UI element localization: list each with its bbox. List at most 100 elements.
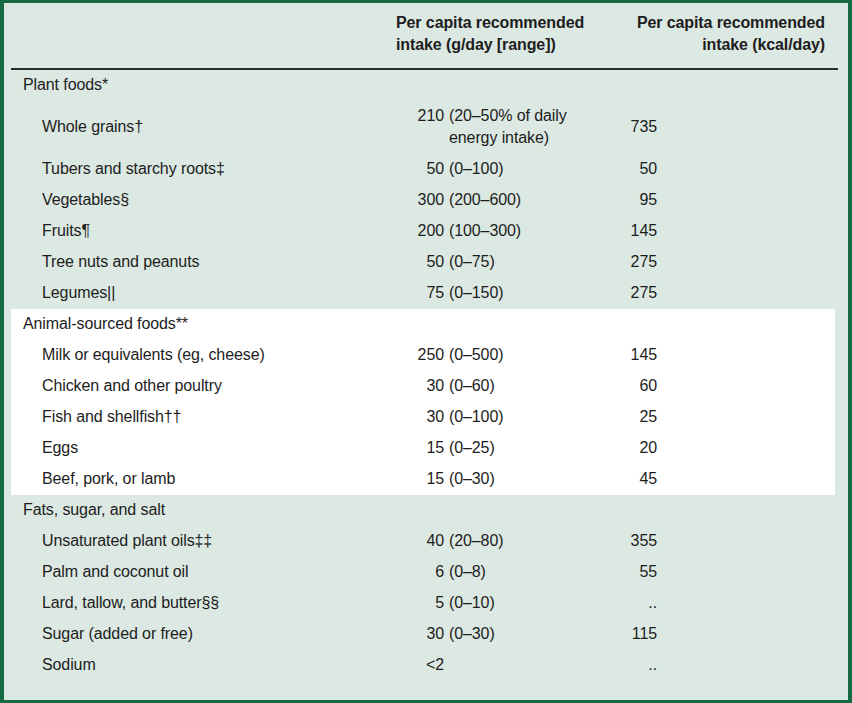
kcal-value: 275 bbox=[587, 251, 657, 273]
kcal-value: 20 bbox=[587, 437, 657, 459]
table-section: Fats, sugar, and salt Unsaturated plant … bbox=[11, 495, 835, 681]
gday-amount: 50 bbox=[397, 251, 444, 273]
gday-amount: 5 bbox=[397, 592, 444, 614]
kcal-value: 355 bbox=[587, 530, 657, 552]
gday-range: (0–150) bbox=[449, 282, 503, 304]
gday-value-cell: 15 (0–30) bbox=[397, 468, 587, 490]
gday-range: (0–500) bbox=[449, 344, 503, 366]
food-item-label: Tree nuts and peanuts bbox=[11, 251, 397, 273]
gday-value-cell: 30 (0–60) bbox=[397, 375, 587, 397]
gday-value-cell: 50 (0–75) bbox=[397, 251, 587, 273]
gday-value-cell: 210 (20–50% of daily energy intake) bbox=[397, 105, 587, 149]
section-title-row: Plant foods* bbox=[11, 70, 835, 101]
gday-amount: 300 bbox=[397, 189, 444, 211]
gday-range: (0–100) bbox=[449, 406, 503, 428]
table-row: Chicken and other poultry 30 (0–60) 60 bbox=[11, 371, 835, 402]
food-item-label: Sugar (added or free) bbox=[11, 623, 397, 645]
section-title-row: Fats, sugar, and salt bbox=[11, 495, 835, 526]
table-section: Plant foods* Whole grains† 210 (20–50% o… bbox=[11, 70, 835, 309]
table-header: Per capita recommended intake (g/day [ra… bbox=[4, 3, 848, 68]
gday-amount: 30 bbox=[397, 375, 444, 397]
gday-range: (0–25) bbox=[449, 437, 495, 459]
gday-value-cell: 30 (0–30) bbox=[397, 623, 587, 645]
gday-amount: 15 bbox=[397, 468, 444, 490]
food-item-label: Vegetables§ bbox=[11, 189, 397, 211]
gday-range: (20–50% of daily energy intake) bbox=[449, 105, 579, 149]
gday-range: (100–300) bbox=[449, 220, 521, 242]
table-row: Fish and shellfish†† 30 (0–100) 25 bbox=[11, 402, 835, 433]
gday-range: (0–75) bbox=[449, 251, 495, 273]
gday-value-cell: 40 (20–80) bbox=[397, 530, 587, 552]
gday-range: (0–30) bbox=[449, 468, 495, 490]
gday-range: (0–30) bbox=[449, 623, 495, 645]
gday-value-cell: 30 (0–100) bbox=[397, 406, 587, 428]
gday-value-cell: <2 bbox=[397, 654, 587, 676]
gday-range: (0–10) bbox=[449, 592, 495, 614]
table-row: Palm and coconut oil 6 (0–8) 55 bbox=[11, 557, 835, 588]
food-item-label: Palm and coconut oil bbox=[11, 561, 397, 583]
gday-value-cell: 200 (100–300) bbox=[397, 220, 587, 242]
food-item-label: Fish and shellfish†† bbox=[11, 406, 397, 428]
table-row: Eggs 15 (0–25) 20 bbox=[11, 433, 835, 464]
kcal-value: .. bbox=[587, 654, 657, 676]
gday-range: (0–100) bbox=[449, 158, 503, 180]
section-rows: Whole grains† 210 (20–50% of daily energ… bbox=[11, 101, 835, 309]
column-header-kcal: Per capita recommended intake (kcal/day) bbox=[620, 12, 825, 56]
gday-amount: <2 bbox=[397, 654, 444, 676]
kcal-value: 145 bbox=[587, 220, 657, 242]
kcal-value: 275 bbox=[587, 282, 657, 304]
food-item-label: Unsaturated plant oils‡‡ bbox=[11, 530, 397, 552]
food-item-label: Fruits¶ bbox=[11, 220, 397, 242]
table-row: Sugar (added or free) 30 (0–30) 115 bbox=[11, 619, 835, 650]
gday-value-cell: 6 (0–8) bbox=[397, 561, 587, 583]
table-row: Beef, pork, or lamb 15 (0–30) 45 bbox=[11, 464, 835, 495]
table-section: Animal-sourced foods** Milk or equivalen… bbox=[11, 309, 835, 495]
gday-amount: 15 bbox=[397, 437, 444, 459]
section-title: Fats, sugar, and salt bbox=[11, 499, 397, 521]
table-row: Vegetables§ 300 (200–600) 95 bbox=[11, 185, 835, 216]
table-row: Tubers and starchy roots‡ 50 (0–100) 50 bbox=[11, 154, 835, 185]
gday-amount: 210 bbox=[397, 105, 444, 127]
section-title: Animal-sourced foods** bbox=[11, 313, 397, 335]
food-item-label: Beef, pork, or lamb bbox=[11, 468, 397, 490]
food-item-label: Eggs bbox=[11, 437, 397, 459]
food-item-label: Chicken and other poultry bbox=[11, 375, 397, 397]
kcal-value: 25 bbox=[587, 406, 657, 428]
food-item-label: Sodium bbox=[11, 654, 397, 676]
table-row: Whole grains† 210 (20–50% of daily energ… bbox=[11, 101, 835, 154]
gday-range: (0–8) bbox=[449, 561, 486, 583]
food-item-label: Whole grains† bbox=[11, 116, 397, 138]
table-row: Sodium <2 .. bbox=[11, 650, 835, 681]
gday-amount: 30 bbox=[397, 623, 444, 645]
kcal-value: 115 bbox=[587, 623, 657, 645]
kcal-value: 50 bbox=[587, 158, 657, 180]
gday-value-cell: 5 (0–10) bbox=[397, 592, 587, 614]
gday-range: (0–60) bbox=[449, 375, 495, 397]
gday-range: (20–80) bbox=[449, 530, 503, 552]
gday-range: (200–600) bbox=[449, 189, 521, 211]
gday-value-cell: 300 (200–600) bbox=[397, 189, 587, 211]
table-row: Fruits¶ 200 (100–300) 145 bbox=[11, 216, 835, 247]
gday-amount: 30 bbox=[397, 406, 444, 428]
table-row: Lard, tallow, and butter§§ 5 (0–10) .. bbox=[11, 588, 835, 619]
kcal-value: 145 bbox=[587, 344, 657, 366]
column-header-gday: Per capita recommended intake (g/day [ra… bbox=[396, 12, 601, 56]
kcal-value: 45 bbox=[587, 468, 657, 490]
table-row: Legumes|| 75 (0–150) 275 bbox=[11, 278, 835, 309]
gday-amount: 75 bbox=[397, 282, 444, 304]
kcal-value: .. bbox=[587, 592, 657, 614]
section-title-row: Animal-sourced foods** bbox=[11, 309, 835, 340]
gday-amount: 40 bbox=[397, 530, 444, 552]
table-row: Tree nuts and peanuts 50 (0–75) 275 bbox=[11, 247, 835, 278]
gday-value-cell: 15 (0–25) bbox=[397, 437, 587, 459]
food-item-label: Tubers and starchy roots‡ bbox=[11, 158, 397, 180]
gday-amount: 50 bbox=[397, 158, 444, 180]
food-item-label: Lard, tallow, and butter§§ bbox=[11, 592, 397, 614]
table-body: Plant foods* Whole grains† 210 (20–50% o… bbox=[4, 70, 848, 681]
food-item-label: Legumes|| bbox=[11, 282, 397, 304]
dietary-intake-table: Per capita recommended intake (g/day [ra… bbox=[0, 0, 852, 703]
section-title: Plant foods* bbox=[11, 74, 397, 96]
table-row: Milk or equivalents (eg, cheese) 250 (0–… bbox=[11, 340, 835, 371]
kcal-value: 95 bbox=[587, 189, 657, 211]
gday-value-cell: 50 (0–100) bbox=[397, 158, 587, 180]
